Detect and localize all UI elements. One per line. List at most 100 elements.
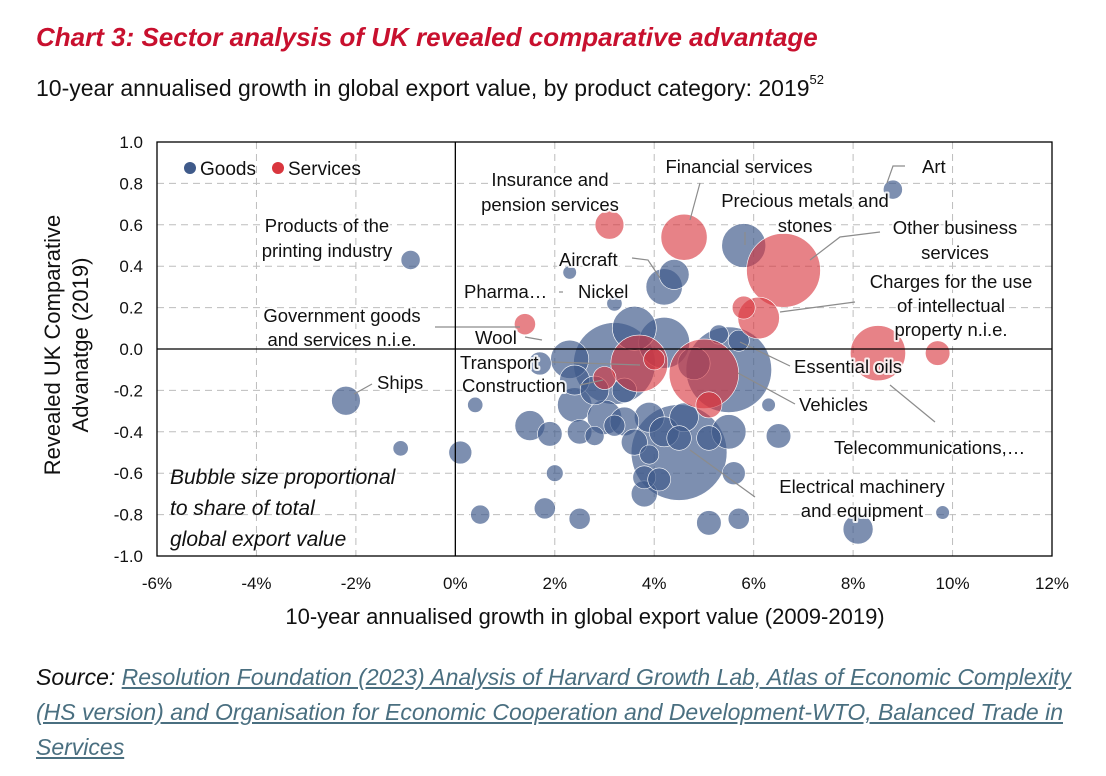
services-bubble [660,213,708,261]
annotation-telecommunications: Telecommunications,… [834,437,1025,458]
source-link[interactable]: Resolution Foundation (2023) Analysis of… [36,664,1072,760]
leader-telecommunications [889,384,936,423]
goods-bubble [639,444,660,465]
goods-bubble [603,414,626,437]
y-tick-label: -0.2 [114,381,143,400]
goods-bubble [727,329,750,352]
annotation-other-business-services: Other business [893,217,1017,238]
y-axis-label: Revealed UK Comparative Advanatge (2019) [40,215,93,475]
x-tick-label: -6% [142,574,172,593]
annotation-art: Art [922,156,946,177]
leader-other-business-services [809,231,881,261]
annotation-aircraft: Aircraft [559,249,618,270]
annotation-ships: Ships [377,372,423,393]
leader-art [886,165,905,184]
annotation-pharma: Pharma… [464,281,547,302]
annotation-halo-other-business-services: Other business [893,217,1017,238]
y-tick-label: -0.4 [114,423,143,442]
annotation-halo-insurance-and-pension-services: Insurance and [491,169,608,190]
goods-bubble [528,351,552,376]
annotation-products-of-the-printing-industry: Products of the [265,215,389,236]
goods-bubble [470,504,491,525]
annotation-transport: Transport [460,352,538,373]
annotation-wool: Wool [475,327,517,348]
annotation-halo-government-goods-and-services-n-i-e: and services n.i.e. [267,329,416,350]
goods-bubble [842,513,874,545]
annotation-halo-transport: Transport [460,352,538,373]
annotation-halo-electrical-machinery-and-equipment: and equipment [801,500,923,521]
annotation-insurance-and-pension-services: Insurance and [491,169,608,190]
leader-transport [551,361,641,366]
annotation-halo-financial-services: Financial services [665,156,812,177]
y-tick-label: -0.6 [114,464,143,483]
leader-aircraft [631,257,661,279]
legend-services-marker [272,162,284,174]
annotation-halo-precious-metals-and-stones: stones [778,215,833,236]
leader-financial-services [689,182,701,221]
goods-bubble [647,467,671,492]
bubble-chart: -6% -4% -2% 0% 2% 4% 6% 8% 10% 12% -1.0 -0.8 -0.6 -0.… [40,133,1069,629]
services-bubble [850,325,906,382]
annotation-financial-services: Financial services [665,156,812,177]
chart-axes [156,141,1053,557]
leader-electrical-machinery-and-equipment [689,449,756,498]
goods-bubble [537,421,563,447]
annotation-halo-wool: Wool [475,327,517,348]
services-bubble [594,210,625,240]
services-bubble [925,340,951,366]
services-bubble [731,295,756,320]
annotation-electrical-machinery-and-equipment: and equipment [801,500,923,521]
annotation-products-of-the-printing-industry: printing industry [262,240,393,261]
y-axis-label-line-2: Advanatge (2019) [68,258,93,433]
goods-bubble [620,428,648,456]
source-note: Source: Resolution Foundation (2023) Ana… [36,660,1076,765]
y-tick-label: -1.0 [114,547,143,566]
services-bubble [746,233,821,308]
annotation-halo-government-goods-and-services-n-i-e: Government goods [263,305,420,326]
y-tick-label: 1.0 [119,133,143,152]
x-tick-label: 2% [542,574,567,593]
source-label: Source: [36,664,116,690]
y-axis-label-line-1: Revealed UK Comparative [40,215,65,475]
leader-essential-oils [739,341,791,367]
goods-bubble [448,440,473,465]
legend-goods-marker [184,162,196,174]
annotation-halo-products-of-the-printing-industry: Products of the [265,215,389,236]
x-tick-label: -2% [341,574,371,593]
x-tick-label: 4% [642,574,667,593]
goods-bubble [584,426,605,446]
y-tick-label: 0.2 [119,299,143,318]
services-bubble [643,348,666,371]
y-tick-label: 0.6 [119,216,143,235]
leader-charges-for-the-use-of-intellectual-property-n-i-e [779,301,856,313]
y-tick-label: -0.8 [114,506,143,525]
annotation-vehicles: Vehicles [799,394,868,415]
bubble-size-note-line-1: Bubble size proportional [170,466,397,489]
goods-bubble [883,179,903,200]
annotation-precious-metals-and-stones: Precious metals and [721,190,889,211]
annotation-halo-charges-for-the-use-of-intellectual-property-n-i-e: of intellectual [897,295,1005,316]
annotation-halo-other-business-services: services [921,242,989,263]
services-bubble [695,391,723,419]
annotation-halo-charges-for-the-use-of-intellectual-property-n-i-e: Charges for the use [870,271,1032,292]
goods-bubble [392,440,409,457]
chart-title: Chart 3: Sector analysis of UK revealed … [36,22,818,52]
annotation-halo-products-of-the-printing-industry: printing industry [262,240,393,261]
x-tick-label: -4% [241,574,271,593]
goods-bubble [727,507,750,530]
annotation-halo-construction: Construction [462,375,566,396]
y-tick-label: 0.8 [119,174,143,193]
annotation-electrical-machinery-and-equipment: Electrical machinery [779,476,945,497]
annotation-halo-nickel: Nickel [578,281,628,302]
goods-bubble [400,250,421,270]
goods-bubble [765,423,792,449]
leader-vehicles [737,372,796,405]
chart-legend: Goods Services [184,159,361,180]
x-axis-label: 10-year annualised growth in global expo… [285,604,884,629]
x-tick-label: 10% [936,574,970,593]
annotation-halo-art: Art [922,156,946,177]
x-tick-label: 6% [741,574,766,593]
goods-bubble [467,396,484,413]
annotation-government-goods-and-services-n-i-e: and services n.i.e. [267,329,416,350]
